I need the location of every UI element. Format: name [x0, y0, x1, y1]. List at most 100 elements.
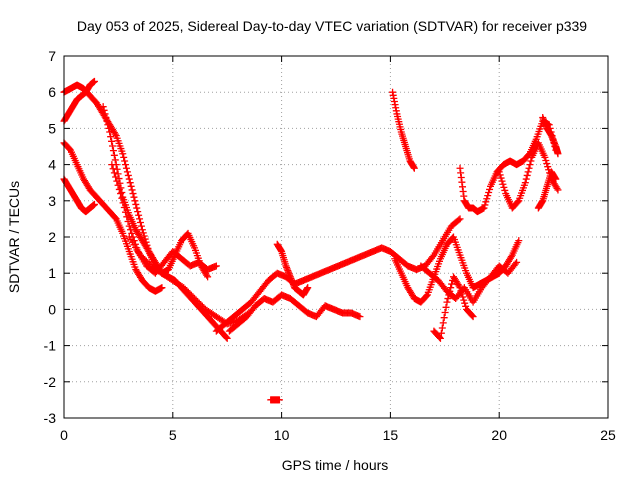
x-tick-label: 0 — [60, 427, 68, 443]
data-point — [443, 298, 451, 306]
plot-frame — [63, 55, 609, 419]
data-point — [111, 156, 119, 164]
y-tick-label: -1 — [44, 338, 57, 354]
x-tick-labels: 0 5 10 15 20 25 — [60, 427, 616, 443]
data-point — [459, 293, 467, 301]
data-point — [123, 168, 131, 176]
data-point — [133, 204, 141, 212]
data-point — [484, 192, 492, 200]
x-tick-label: 25 — [600, 427, 616, 443]
data-point — [469, 313, 477, 321]
data-point — [122, 208, 130, 216]
data-point — [108, 142, 116, 150]
data-point — [180, 284, 188, 292]
data-point — [136, 251, 144, 259]
data-point — [511, 260, 519, 268]
data-point — [184, 288, 192, 296]
series-track-b — [60, 77, 98, 125]
data-point — [444, 295, 452, 303]
data-point — [514, 198, 522, 206]
data-point — [554, 150, 562, 158]
data-point — [481, 201, 489, 209]
data-point — [468, 312, 476, 320]
data-point — [495, 168, 503, 176]
data-point — [117, 190, 125, 198]
data-point — [108, 161, 116, 169]
data-point — [497, 174, 505, 182]
series-track-h — [212, 215, 464, 335]
data-point — [457, 287, 465, 295]
data-point — [440, 314, 448, 322]
data-point — [446, 287, 454, 295]
data-point — [129, 190, 137, 198]
data-point — [500, 183, 508, 191]
data-point — [135, 211, 143, 219]
data-point — [499, 180, 507, 188]
data-point — [125, 175, 133, 183]
x-tick-label: 5 — [169, 427, 177, 443]
data-point — [485, 189, 493, 197]
data-point — [101, 110, 109, 118]
data-point — [128, 186, 136, 194]
data-point — [527, 157, 535, 165]
data-point — [104, 121, 112, 129]
data-point — [483, 195, 491, 203]
data-point — [304, 284, 312, 292]
data-point — [437, 329, 445, 337]
data-point — [189, 293, 197, 301]
data-point — [203, 271, 211, 279]
data-point — [410, 164, 418, 172]
data-point — [456, 284, 464, 292]
data-point — [436, 333, 444, 341]
data-point — [486, 185, 494, 193]
data-point — [212, 262, 220, 270]
data-point — [438, 324, 446, 332]
data-point — [195, 299, 203, 307]
data-point — [458, 290, 466, 298]
data-point — [442, 303, 450, 311]
data-point — [100, 106, 108, 114]
series-track-e — [99, 103, 212, 281]
data-point — [127, 182, 135, 190]
data-point — [103, 117, 111, 125]
data-point — [496, 171, 504, 179]
series-track-n — [417, 258, 521, 306]
data-point — [102, 114, 110, 122]
data-point — [448, 280, 456, 288]
data-point — [526, 161, 534, 169]
data-point — [122, 161, 130, 169]
y-tick-label: 6 — [48, 84, 56, 100]
chart-title: Day 053 of 2025, Sidereal Day-to-day VTE… — [77, 18, 587, 34]
data-point — [480, 204, 488, 212]
data-point — [138, 226, 146, 234]
series-track-i — [225, 291, 364, 335]
data-point — [275, 396, 283, 404]
series-track-o — [430, 273, 477, 342]
data-point — [109, 147, 117, 155]
data-point — [158, 284, 166, 292]
data-point — [181, 285, 189, 293]
data-point — [105, 124, 113, 132]
data-point — [106, 128, 114, 136]
data-point — [461, 299, 469, 307]
data-point — [144, 259, 152, 267]
data-point — [142, 257, 150, 265]
data-point — [501, 186, 509, 194]
data-point — [124, 171, 132, 179]
data-point — [422, 292, 430, 300]
data-point — [441, 309, 449, 317]
data-point — [127, 226, 135, 234]
series-track-l — [389, 88, 418, 172]
data-point — [119, 150, 127, 158]
data-point — [523, 171, 531, 179]
data-layer — [60, 77, 562, 404]
data-point — [513, 258, 521, 266]
data-point — [137, 222, 145, 230]
data-point — [125, 222, 133, 230]
data-point — [124, 217, 132, 225]
data-point — [521, 179, 529, 187]
series-track-f — [108, 161, 220, 277]
data-point — [543, 160, 551, 168]
data-point — [192, 296, 200, 304]
data-point — [134, 208, 142, 216]
